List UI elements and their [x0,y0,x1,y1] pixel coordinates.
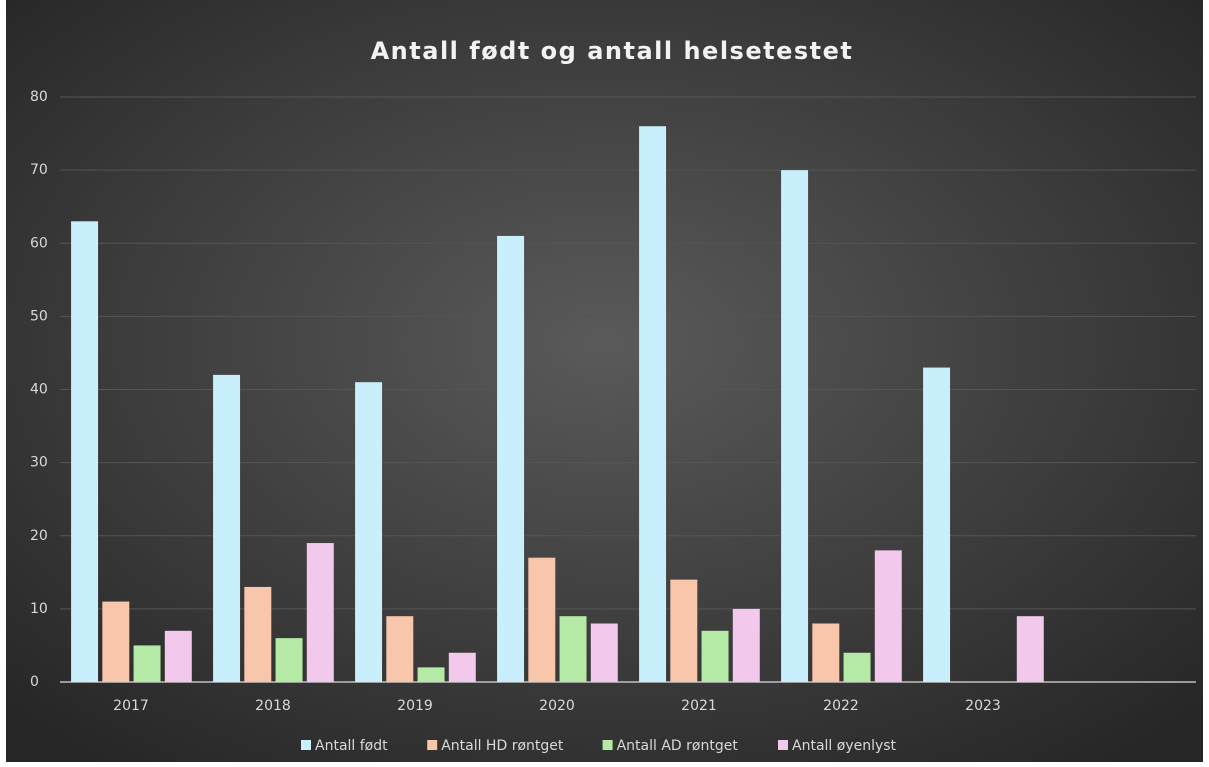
x-tick-label: 2022 [823,698,859,714]
bar [781,170,809,682]
bar [244,586,272,682]
legend-label: Antall født [315,738,388,754]
bar [355,382,383,682]
bar [874,550,902,682]
x-tick-label: 2018 [255,698,291,714]
bar [639,126,667,682]
y-tick-label: 40 [30,382,48,398]
bar [559,616,587,682]
bar [732,608,760,682]
y-tick-label: 80 [30,89,48,105]
x-tick-label: 2023 [965,698,1001,714]
y-tick-label: 50 [30,308,48,324]
bar [843,652,871,682]
bar [590,623,618,682]
legend-label: Antall HD røntget [441,738,564,754]
legend-label: Antall AD røntget [617,738,739,754]
bar [275,638,303,682]
chart-title: Antall født og antall helsetestet [371,37,854,65]
bar [71,221,99,682]
legend-label: Antall øyenlyst [792,738,897,754]
bar [812,623,840,682]
bar [701,630,729,682]
y-tick-label: 0 [30,674,39,690]
legend-swatch [301,740,311,750]
x-tick-label: 2017 [113,698,149,714]
y-tick-label: 70 [30,162,48,178]
bar [306,543,334,682]
x-tick-label: 2021 [681,698,717,714]
bar [164,630,192,682]
bar [497,235,525,682]
bar [213,374,241,682]
bar [670,579,698,682]
bar [528,557,556,682]
bar [386,616,414,682]
bar [417,667,445,682]
y-tick-label: 30 [30,455,48,471]
legend-swatch [778,740,788,750]
y-tick-label: 60 [30,235,48,251]
bar [133,645,161,682]
y-tick-label: 20 [30,528,48,544]
bar [923,367,951,682]
bar [1016,616,1044,682]
x-tick-label: 2019 [397,698,433,714]
bar [448,652,476,682]
bar [102,601,130,682]
y-tick-label: 10 [30,601,48,617]
legend-swatch [427,740,438,750]
x-tick-label: 2020 [539,698,575,714]
legend-swatch [602,740,613,750]
